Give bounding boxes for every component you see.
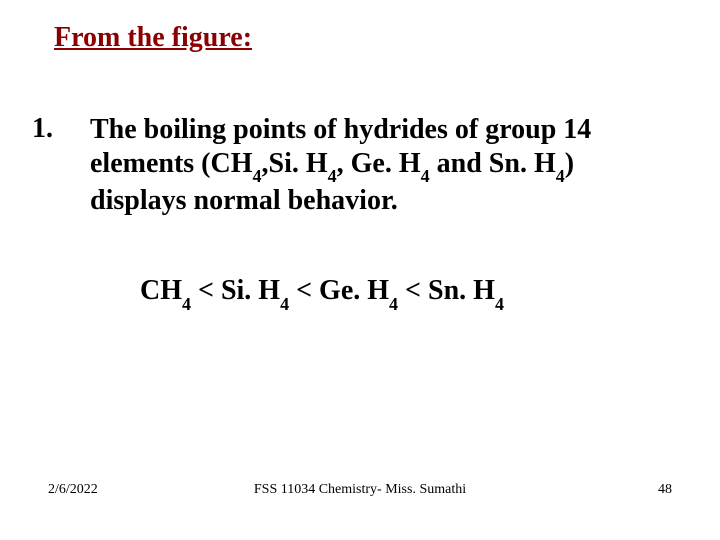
order-a1: CH <box>140 275 182 306</box>
body-text-4: and Sn. H <box>430 148 556 179</box>
body-text-2: ,Si. H <box>262 148 328 179</box>
bp-order: CH4 < Si. H4 < Ge. H4 < Sn. H4 <box>140 275 504 311</box>
order-b3: 4 <box>389 294 398 314</box>
order-sep3: < Sn. H <box>398 275 495 306</box>
order-sep1: < Si. H <box>191 275 280 306</box>
list-body: The boiling points of hydrides of group … <box>90 113 670 217</box>
body-text-3: , Ge. H <box>337 148 421 179</box>
order-b4: 4 <box>495 294 504 314</box>
slide: From the figure: 1. The boiling points o… <box>0 0 720 540</box>
sub-3: 4 <box>421 166 430 186</box>
sub-4: 4 <box>556 166 565 186</box>
slide-heading: From the figure: <box>54 22 252 54</box>
footer-page-number: 48 <box>658 482 672 498</box>
sub-1: 4 <box>253 166 262 186</box>
list-number: 1. <box>32 113 53 145</box>
order-sep2: < Ge. H <box>289 275 389 306</box>
sub-2: 4 <box>328 166 337 186</box>
footer-center: FSS 11034 Chemistry- Miss. Sumathi <box>0 482 720 498</box>
order-b1: 4 <box>182 294 191 314</box>
order-b2: 4 <box>280 294 289 314</box>
